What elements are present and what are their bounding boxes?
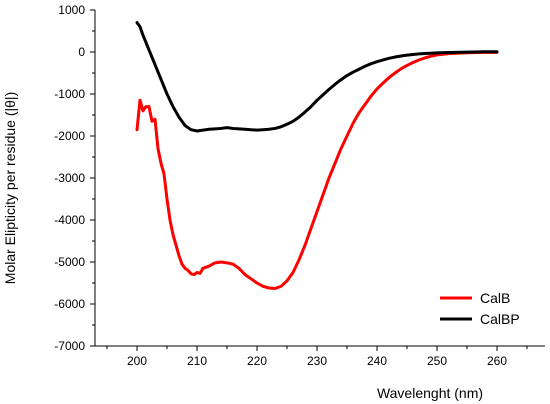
- legend: CalB CalBP: [440, 290, 520, 327]
- legend-label-calbp: CalBP: [480, 311, 520, 327]
- series-line-calbp: [135, 21, 499, 133]
- y-axis: 1000 0 -1000 -2000 -3000 -4000 -5000 -6000 -7000: [54, 3, 95, 353]
- x-tick-label: 210: [187, 354, 207, 368]
- y-tick-label: 1000: [58, 3, 85, 17]
- x-tick-label: 200: [127, 354, 147, 368]
- y-tick-label: -2000: [54, 129, 85, 143]
- y-tick-label: -4000: [54, 213, 85, 227]
- y-tick-label: -1000: [54, 87, 85, 101]
- plot-area: [94, 10, 545, 347]
- y-tick-label: -7000: [54, 339, 85, 353]
- series-layer: [135, 21, 499, 290]
- y-axis-title: Molar Elipticity per residue (|θ|): [2, 92, 18, 284]
- legend-label-calb: CalB: [480, 290, 510, 306]
- x-tick-label: 240: [367, 354, 387, 368]
- y-tick-label: -6000: [54, 297, 85, 311]
- y-tick-label: 0: [78, 45, 85, 59]
- series-line-calb: [135, 50, 499, 290]
- x-tick-label: 220: [247, 354, 267, 368]
- y-tick-label: -3000: [54, 171, 85, 185]
- x-axis: 200 210 220 230 240 250 260: [106, 346, 528, 368]
- x-axis-title: Wavelenght (nm): [377, 385, 483, 401]
- x-tick-label: 260: [487, 354, 507, 368]
- y-tick-label: -5000: [54, 255, 85, 269]
- x-tick-label: 250: [427, 354, 447, 368]
- x-tick-label: 230: [307, 354, 327, 368]
